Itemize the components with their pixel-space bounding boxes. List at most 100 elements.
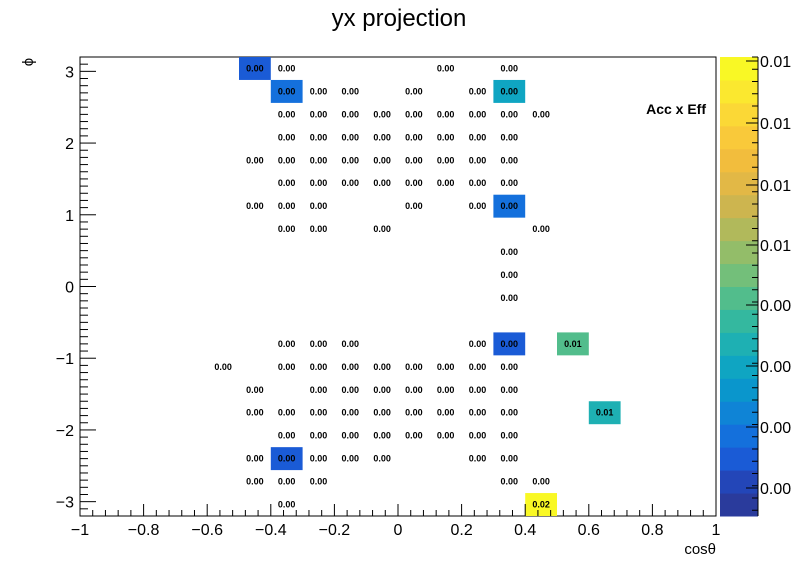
colorbar-segment (720, 378, 758, 402)
colorbar-segment (720, 309, 758, 333)
cell-value-label: 0.00 (405, 86, 423, 96)
cell-value-label: 0.00 (214, 362, 232, 372)
plot-frame (79, 56, 717, 517)
colorbar-tick-label: 0.00 (760, 298, 791, 315)
cell-value-label: 0.00 (469, 132, 487, 142)
cell-value-label: 0.00 (469, 408, 487, 418)
cell-value-label: 0.00 (310, 109, 328, 119)
x-tick-label: −0.4 (255, 522, 287, 539)
cell-value-label: 0.00 (246, 454, 264, 464)
cell-value-label: 0.00 (373, 178, 391, 188)
cell-value-label: 0.00 (310, 431, 328, 441)
cell-value-label: 0.00 (310, 477, 328, 487)
cell-value-label: 0.00 (246, 477, 264, 487)
colorbar-segment (720, 217, 758, 242)
cell-value-label: 0.00 (405, 431, 423, 441)
heatmap-cell (239, 57, 271, 80)
heatmap-cell (270, 447, 303, 471)
colorbar-segment (720, 102, 758, 127)
cell-value-label: 0.00 (278, 178, 296, 188)
cell-value-label: 0.00 (342, 454, 360, 464)
cell-value-label: 0.00 (532, 224, 550, 234)
y-tick-label: 0 (65, 280, 74, 297)
cell-value-label: 0.00 (501, 63, 519, 73)
cell-value-label: 0.00 (246, 63, 264, 73)
cell-value-label: 0.00 (469, 201, 487, 211)
x-tick-label: 0.2 (450, 522, 472, 539)
colorbar-segment (720, 240, 758, 265)
colorbar-segment (720, 79, 758, 104)
cell-value-label: 0.00 (342, 86, 360, 96)
cell-value-label: 0.00 (501, 385, 519, 395)
cell-value-label: 0.00 (501, 431, 519, 441)
cell-value-label: 0.00 (310, 86, 328, 96)
cell-value-label: 0.00 (437, 132, 455, 142)
cell-value-label: 0.00 (310, 178, 328, 188)
x-axis: −1 −0.8 −0.6 −0.4 −0.2 0 0.2 0.4 0.6 0.8 1 (71, 504, 721, 539)
cell-value-label: 0.00 (405, 385, 423, 395)
cell-value-label: 0.00 (310, 362, 328, 372)
cell-value-label: 0.00 (310, 201, 328, 211)
x-axis-title: cosθ (684, 541, 716, 558)
cell-value-label: 0.00 (278, 339, 296, 349)
colorbar-segment (720, 171, 758, 196)
cell-value-label: 0.00 (437, 362, 455, 372)
cell-value-label: 0.00 (405, 201, 423, 211)
cell-value-label: 0.00 (469, 362, 487, 372)
cell-value-label: 0.00 (501, 293, 519, 303)
cell-value-label: 0.00 (437, 109, 455, 119)
cell-value-label: 0.00 (278, 109, 296, 119)
cell-value-label: 0.00 (469, 178, 487, 188)
colorbar-tick-label: 0.00 (760, 359, 791, 376)
cell-value-label: 0.00 (310, 224, 328, 234)
chart-title: yx projection (332, 5, 467, 32)
cell-value-label: 0.00 (278, 86, 296, 96)
cell-value-label: 0.00 (437, 155, 455, 165)
cell-value-label: 0.00 (310, 155, 328, 165)
cell-value-label: 0.00 (278, 132, 296, 142)
cell-value-label: 0.00 (501, 270, 519, 280)
cell-value-label: 0.00 (278, 224, 296, 234)
cell-value-label: 0.02 (532, 500, 550, 510)
cell-value-label: 0.00 (405, 155, 423, 165)
cell-value-label: 0.00 (342, 408, 360, 418)
colorbar-segment (720, 332, 758, 356)
cell-value-label: 0.00 (373, 362, 391, 372)
x-tick-label: 0.4 (514, 522, 536, 539)
colorbar-segment (720, 263, 758, 287)
cell-value-label: 0.00 (342, 362, 360, 372)
colorbar-segment (720, 57, 758, 81)
cell-value-label: 0.00 (501, 339, 519, 349)
y-tick-label: −2 (56, 423, 74, 440)
cell-value-label: 0.00 (469, 155, 487, 165)
cell-value-label: 0.00 (532, 109, 550, 119)
cell-value-label: 0.00 (342, 132, 360, 142)
cell-value-label: 0.00 (437, 431, 455, 441)
cell-value-label: 0.00 (310, 454, 328, 464)
cell-value-label: 0.00 (373, 408, 391, 418)
colorbar-segment (720, 447, 758, 471)
cell-value-label: 0.00 (405, 408, 423, 418)
cell-value-label: 0.00 (342, 385, 360, 395)
colorbar-segment (720, 148, 758, 173)
x-tick-label: 1 (712, 522, 721, 539)
colorbar-segment (720, 355, 758, 379)
cell-value-label: 0.00 (501, 247, 519, 257)
y-axis: −3 −2 −1 0 1 2 3 (56, 56, 96, 517)
cell-value-label: 0.00 (469, 385, 487, 395)
heatmap-cell (525, 493, 557, 516)
cell-value-label: 0.00 (342, 109, 360, 119)
cell-value-label: 0.00 (310, 339, 328, 349)
cell-value-label: 0.00 (278, 477, 296, 487)
x-tick-label: 0.6 (578, 522, 600, 539)
colorbar: 0.01 0.01 0.01 0.01 0.00 0.00 0.00 0.00 (720, 54, 791, 517)
cell-value-label: 0.01 (596, 408, 614, 418)
cell-value-label: 0.00 (501, 362, 519, 372)
cell-value-label: 0.00 (437, 385, 455, 395)
y-axis-title: ϕ (20, 58, 37, 66)
colorbar-tick-label: 0.00 (760, 481, 791, 498)
colorbar-segment (720, 401, 758, 425)
colorbar-tick-label: 0.01 (760, 54, 791, 71)
colorbar-segment (720, 194, 758, 219)
cell-value-label: 0.00 (310, 132, 328, 142)
